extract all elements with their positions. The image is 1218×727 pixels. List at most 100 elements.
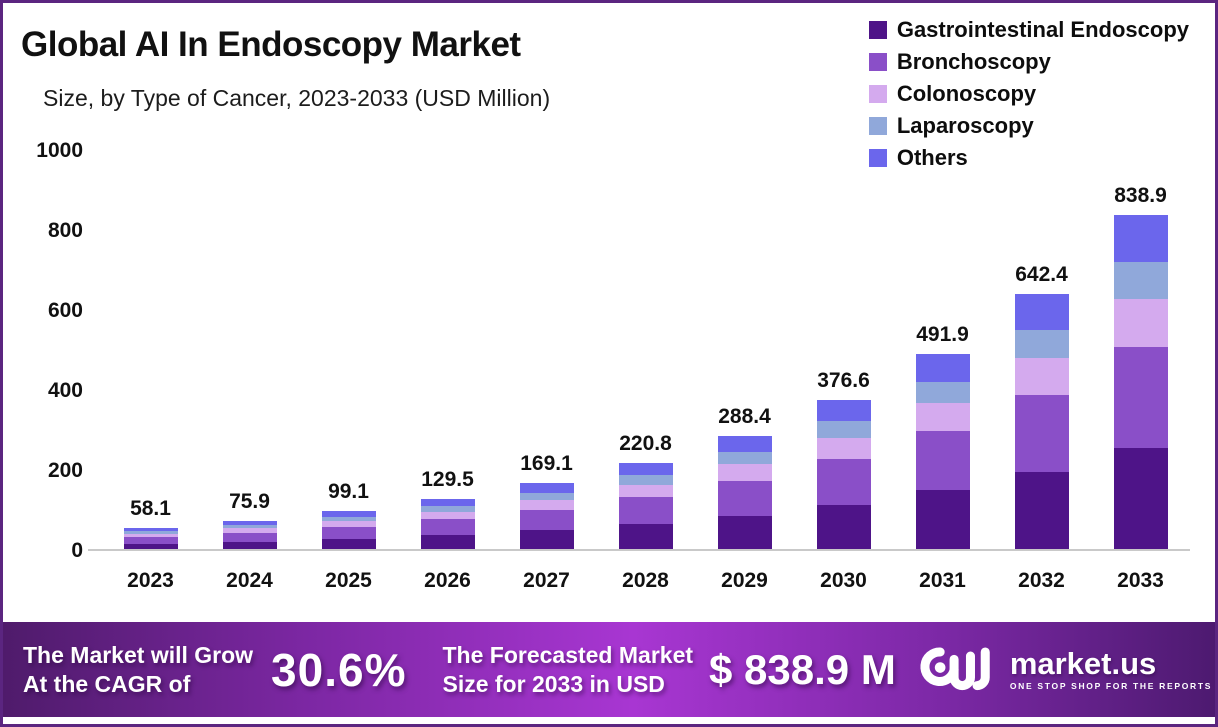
bar-column: 642.4 <box>992 143 1091 551</box>
bar-segment <box>618 523 673 551</box>
bar-segment <box>1113 215 1168 263</box>
forecast-label-line1: The Forecasted Market <box>442 641 694 668</box>
bar-segment <box>222 524 277 529</box>
footer-banner: The Market will Grow At the CAGR of 30.6… <box>3 622 1215 717</box>
bar-column: 376.6 <box>794 143 893 551</box>
bar-segment <box>618 475 673 485</box>
stacked-bar <box>519 483 574 551</box>
bar-column: 129.5 <box>398 143 497 551</box>
stacked-bar <box>222 520 277 551</box>
bar-segment <box>816 459 871 505</box>
y-axis-tick-label: 400 <box>47 379 83 402</box>
bar-segment <box>420 512 475 520</box>
bar-total-label: 129.5 <box>421 468 474 492</box>
stacked-bar <box>1014 293 1069 551</box>
stacked-bar-chart: 58.1 75.9 99.1 129.5 169.1 220.8 288.4 376.6 491… <box>101 143 1190 551</box>
x-axis-year-label: 2033 <box>1117 569 1164 592</box>
page-title: Global AI In Endoscopy Market <box>21 25 521 64</box>
cagr-label-line1: The Market will Grow <box>23 641 254 668</box>
bar-segment <box>123 533 178 537</box>
bar-segment <box>717 435 772 452</box>
legend-swatch <box>868 21 887 39</box>
x-axis-year-label: 2024 <box>226 569 273 592</box>
bar-segment <box>321 526 376 539</box>
bar-column: 288.4 <box>695 143 794 551</box>
bar-total-label: 491.9 <box>916 323 969 347</box>
bar-segment <box>717 464 772 481</box>
brand-tagline: ONE STOP SHOP FOR THE REPORTS <box>1009 681 1213 692</box>
cagr-label: The Market will Grow At the CAGR of <box>23 641 253 699</box>
bar-segment <box>519 530 574 551</box>
chart-legend: Gastrointestinal Endoscopy Bronchoscopy Co… <box>868 17 1189 171</box>
bar-segment <box>717 480 772 516</box>
bar-total-label: 288.4 <box>718 404 771 428</box>
bar-segment <box>1014 357 1069 395</box>
stacked-bar <box>420 499 475 551</box>
stacked-bar <box>717 435 772 551</box>
bar-segment <box>420 499 475 507</box>
x-axis-line <box>88 549 1190 551</box>
bar-segment <box>618 497 673 524</box>
forecast-label: The Forecasted Market Size for 2033 in U… <box>442 641 693 699</box>
bar-total-label: 376.6 <box>817 369 870 393</box>
bar-segment <box>123 530 178 534</box>
bar-segment <box>321 538 376 551</box>
bar-segment <box>1014 329 1069 358</box>
bar-total-label: 838.9 <box>1114 184 1167 208</box>
legend-swatch <box>868 53 887 71</box>
legend-label: Gastrointestinal Endoscopy <box>896 17 1189 42</box>
bar-segment <box>915 490 970 551</box>
bar-column: 75.9 <box>200 143 299 551</box>
legend-item: Bronchoscopy <box>868 49 1189 75</box>
bar-segment <box>816 421 871 438</box>
x-axis-labels: 2023 2024 2025 2026 2027 2028 2029 2030 2031 2032… <box>101 569 1190 593</box>
market-us-logo-icon <box>920 646 990 690</box>
bar-segment <box>123 527 178 531</box>
bar-segment <box>1113 298 1168 347</box>
bar-segment <box>123 536 178 544</box>
x-axis-year-label: 2027 <box>523 569 570 592</box>
bar-segment <box>420 535 475 551</box>
bar-segment <box>816 504 871 551</box>
y-axis-tick-label: 200 <box>47 459 83 482</box>
forecast-label-line2: Size for 2033 in USD <box>442 670 665 697</box>
legend-item: Colonoscopy <box>868 81 1189 107</box>
bar-column: 58.1 <box>101 143 200 551</box>
bar-segment <box>321 521 376 527</box>
bar-segment <box>321 511 376 517</box>
forecast-value: $ 838.9 M <box>709 645 896 693</box>
bar-segment <box>1113 262 1168 299</box>
bar-column: 169.1 <box>497 143 596 551</box>
bar-segment <box>618 462 673 476</box>
x-axis-year-label: 2032 <box>1018 569 1065 592</box>
stacked-bar <box>1113 215 1168 551</box>
bar-segment <box>321 516 376 522</box>
bar-columns: 58.1 75.9 99.1 129.5 169.1 220.8 288.4 376.6 491… <box>101 143 1190 551</box>
legend-label: Laparoscopy <box>896 113 1034 138</box>
x-axis-year-label: 2028 <box>622 569 669 592</box>
legend-label: Bronchoscopy <box>896 49 1051 74</box>
bar-segment <box>519 509 574 531</box>
bar-segment <box>915 403 970 432</box>
bar-segment <box>915 354 970 382</box>
bar-segment <box>915 431 970 491</box>
legend-label: Others <box>896 145 968 170</box>
bar-segment <box>222 541 277 551</box>
bar-column: 220.8 <box>596 143 695 551</box>
stacked-bar <box>321 511 376 551</box>
bar-segment <box>420 506 475 513</box>
y-axis-tick-label: 600 <box>47 299 83 322</box>
bar-segment <box>1014 471 1069 551</box>
legend-item: Others <box>868 145 1189 171</box>
x-axis-year-label: 2029 <box>721 569 768 592</box>
legend-swatch <box>868 149 887 167</box>
legend-label: Colonoscopy <box>896 81 1037 106</box>
brand-text: market.us ONE STOP SHOP FOR THE REPORTS <box>1010 648 1212 691</box>
page-subtitle: Size, by Type of Cancer, 2023-2033 (USD … <box>43 85 551 111</box>
bar-segment <box>1014 293 1069 330</box>
bar-segment <box>222 532 277 542</box>
stacked-bar <box>123 527 178 551</box>
bar-segment <box>816 437 871 460</box>
bar-segment <box>222 528 277 533</box>
